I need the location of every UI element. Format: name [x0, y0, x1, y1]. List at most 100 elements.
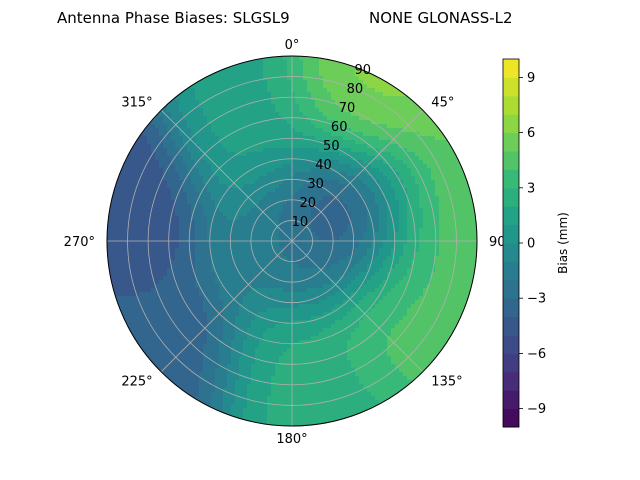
contour-cell-4035	[167, 264, 172, 269]
contour-cell-894	[343, 120, 348, 125]
contour-cell-1657	[187, 160, 192, 165]
contour-cell-2643	[179, 204, 184, 209]
contour-cell-4104	[443, 264, 448, 269]
contour-cell-1566	[167, 156, 172, 161]
contour-cell-1820	[143, 168, 148, 173]
contour-cell-773	[147, 116, 152, 121]
contour-cell-4217	[151, 272, 156, 277]
contour-cell-4466	[403, 280, 408, 285]
contour-cell-3721	[399, 248, 404, 253]
contour-cell-1799	[411, 164, 416, 169]
contour-cell-3821	[427, 252, 432, 257]
contour-cell-3293	[175, 232, 180, 237]
contour-cell-4831	[403, 296, 408, 301]
contour-cell-1495	[219, 152, 224, 157]
contour-cell-3065	[379, 220, 384, 225]
contour-cell-4246	[267, 272, 272, 277]
contour-cell-1024	[263, 128, 268, 133]
contour-cell-72	[291, 64, 296, 69]
contour-cell-60	[243, 64, 248, 69]
contour-cell-1262	[275, 140, 280, 145]
contour-cell-3853	[183, 256, 188, 261]
contour-cell-4478	[451, 280, 456, 285]
contour-cell-4176	[359, 268, 364, 273]
contour-cell-3655	[135, 248, 140, 253]
contour-cell-364	[327, 88, 332, 93]
contour-cell-4018	[471, 260, 476, 265]
contour-cell-3536	[403, 240, 408, 245]
contour-cell-3862	[219, 256, 224, 261]
contour-cell-3048	[311, 220, 316, 225]
contour-cell-694	[391, 108, 396, 113]
contour-cell-4015	[459, 260, 464, 265]
contour-cell-1855	[283, 168, 288, 173]
contour-cell-3712	[363, 248, 368, 253]
contour-cell-1094	[235, 132, 240, 137]
contour-cell-457	[223, 96, 228, 101]
contour-cell-3879	[287, 256, 292, 261]
contour-cell-765	[399, 112, 404, 117]
contour-cell-4007	[427, 260, 432, 265]
contour-cell-1270	[307, 140, 312, 145]
contour-cell-4901	[327, 300, 332, 305]
contour-cell-507	[171, 100, 176, 105]
contour-cell-3749	[139, 252, 144, 257]
contour-cell-4386	[455, 276, 460, 281]
contour-cell-3006	[143, 220, 148, 225]
contour-cell-3987	[347, 260, 352, 265]
contour-cell-2119	[275, 180, 280, 185]
contour-cell-1481	[163, 152, 168, 157]
contour-cell-4343	[283, 276, 288, 281]
contour-cell-3099	[143, 224, 148, 229]
contour-cell-3234	[311, 228, 316, 233]
contour-cell-2542	[143, 200, 148, 205]
contour-cell-1271	[311, 140, 316, 145]
contour-cell-1227	[135, 140, 140, 145]
contour-cell-4606	[231, 288, 236, 293]
contour-cell-23	[335, 56, 340, 61]
contour-cell-4766	[143, 296, 148, 301]
contour-cell-4266	[347, 272, 352, 277]
contour-cell-4336	[255, 276, 260, 281]
contour-cell-3695	[295, 248, 300, 253]
contour-cell-724	[235, 112, 240, 117]
contour-cell-3859	[207, 256, 212, 261]
contour-cell-560	[383, 100, 388, 105]
contour-cell-821	[339, 116, 344, 121]
contour-cell-666	[279, 108, 284, 113]
contour-cell-1681	[283, 160, 288, 165]
contour-cell-4845	[459, 296, 464, 301]
contour-cell-3279	[119, 232, 124, 237]
contour-cell-573	[175, 104, 180, 109]
contour-cell-1361	[347, 144, 352, 149]
contour-cell-1637	[451, 156, 456, 161]
contour-cell-4249	[279, 272, 284, 277]
contour-cell-2236	[383, 184, 388, 189]
contour-cell-4046	[211, 264, 216, 269]
contour-cell-2637	[155, 204, 160, 209]
contour-cell-1045	[347, 128, 352, 133]
contour-cell-41	[299, 60, 304, 65]
contour-cell-2741	[199, 208, 204, 213]
contour-cell-4913	[375, 300, 380, 305]
contour-cell-1528	[351, 152, 356, 157]
contour-cell-2801	[439, 208, 444, 213]
contour-cell-3599	[283, 244, 288, 249]
contour-cell-194	[275, 76, 280, 81]
contour-cell-296	[275, 84, 280, 89]
contour-cell-1371	[387, 144, 392, 149]
contour-cell-710	[179, 112, 184, 117]
contour-cell-2623	[467, 200, 472, 205]
contour-cell-3837	[119, 256, 124, 261]
contour-cell-2087	[147, 180, 152, 185]
contour-cell-2746	[219, 208, 224, 213]
contour-cell-3558	[119, 244, 124, 249]
contour-cell-1078	[171, 132, 176, 137]
contour-cell-3406	[255, 236, 260, 241]
contour-cell-3066	[383, 220, 388, 225]
contour-cell-4853	[135, 300, 140, 305]
contour-cell-165	[343, 72, 348, 77]
contour-cell-2816	[127, 212, 132, 217]
contour-cell-4414	[195, 280, 200, 285]
contour-cell-1206	[371, 136, 376, 141]
